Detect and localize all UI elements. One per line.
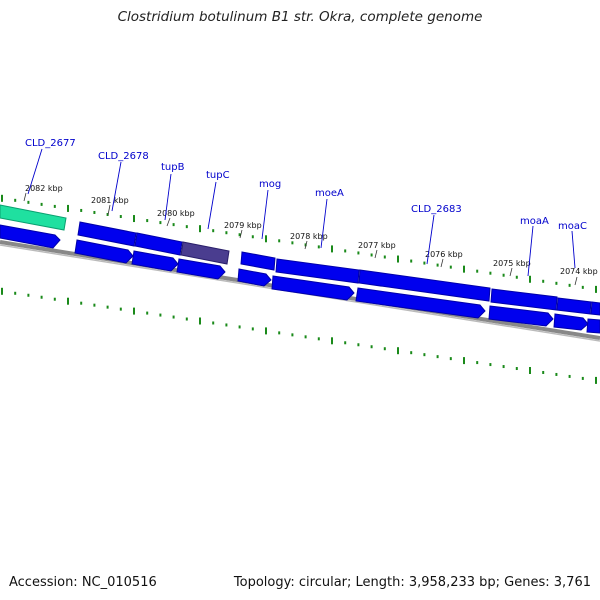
kbp-label: 2082 kbp	[25, 184, 63, 193]
kbp-label: 2074 kbp	[560, 267, 598, 276]
kbp-label: 2078 kbp	[290, 232, 328, 241]
genome-summary-label: Topology: circular; Length: 3,958,233 bp…	[233, 575, 591, 590]
gene-block-moea[interactable]	[275, 258, 360, 284]
gene-block-cld-2677-highlight[interactable]	[0, 204, 67, 231]
kbp-label: 2079 kbp	[224, 221, 262, 230]
genome-title: Clostridium botulinum B1 str. Okra, comp…	[117, 9, 483, 25]
kbp-label: 2076 kbp	[425, 250, 463, 259]
gene-arrow-6[interactable]	[271, 275, 355, 301]
gene-block-tupb[interactable]	[134, 232, 183, 256]
gene-block-cld-2678[interactable]	[77, 221, 137, 247]
inner-ticks	[1, 287, 597, 384]
gene-arrow-5[interactable]	[237, 268, 272, 287]
gene-label-tupb[interactable]: tupB	[161, 162, 185, 173]
gene-label-moac[interactable]: moaC	[558, 221, 587, 232]
accession-label: Accession: NC_010516	[9, 575, 157, 590]
kbp-label: 2081 kbp	[91, 196, 129, 205]
gene-arrow-2[interactable]	[74, 239, 134, 264]
gene-arrow-1[interactable]	[0, 224, 61, 249]
kbp-label: 2080 kbp	[157, 209, 195, 218]
gene-arrow-3[interactable]	[131, 250, 179, 272]
gene-arrow-8[interactable]	[488, 305, 554, 327]
gene-label-mog[interactable]: mog	[259, 179, 281, 190]
gene-block-moac[interactable]	[556, 297, 592, 315]
gene-label-cld-2678[interactable]: CLD_2678	[98, 151, 149, 162]
gene-label-cld-2677[interactable]: CLD_2677	[25, 138, 76, 149]
gene-label-tupc[interactable]: tupC	[206, 170, 230, 181]
gene-arrow-7[interactable]	[355, 287, 486, 319]
gene-block-cld-2683[interactable]	[358, 269, 491, 302]
gene-block-mog[interactable]	[240, 251, 276, 271]
kbp-label: 2077 kbp	[358, 241, 396, 250]
upper-strand-genes	[0, 204, 600, 316]
gene-arrow-10[interactable]	[586, 318, 600, 334]
gene-label-moaa[interactable]: moaA	[520, 216, 549, 227]
gene-label-cld-2683[interactable]: CLD_2683	[411, 204, 462, 215]
gene-block-edge[interactable]	[590, 301, 600, 316]
gene-block-tupc[interactable]	[180, 241, 230, 265]
lower-strand-genes	[0, 224, 600, 334]
gene-arrow-9[interactable]	[553, 313, 589, 331]
gene-block-moaa[interactable]	[490, 288, 558, 311]
outer-ticks	[1, 194, 597, 293]
kbp-axis-labels: 2082 kbp 2081 kbp 2080 kbp 2079 kbp 2078…	[23, 184, 598, 286]
gene-label-moea[interactable]: moeA	[315, 188, 344, 199]
gene-arrow-4[interactable]	[176, 258, 226, 280]
gene-name-labels: CLD_2677 CLD_2678 tupB tupC mog moeA CLD…	[25, 138, 587, 277]
kbp-label: 2075 kbp	[493, 259, 531, 268]
